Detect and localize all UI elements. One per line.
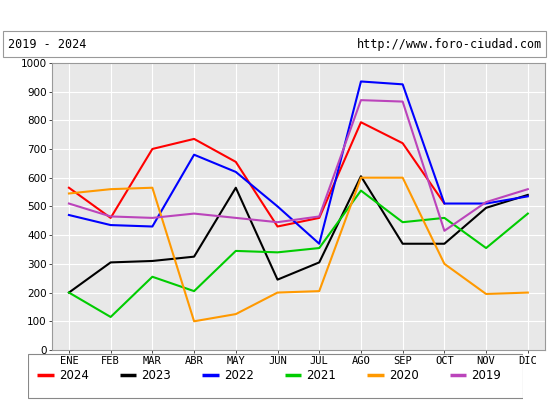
Text: Evolucion Nº Turistas Nacionales en el municipio de Feria: Evolucion Nº Turistas Nacionales en el m… <box>65 8 485 22</box>
Text: 2022: 2022 <box>224 368 254 382</box>
Text: 2024: 2024 <box>59 368 89 382</box>
Text: 2021: 2021 <box>306 368 336 382</box>
Text: http://www.foro-ciudad.com: http://www.foro-ciudad.com <box>356 38 542 51</box>
Text: 2019 - 2024: 2019 - 2024 <box>8 38 87 51</box>
Text: 2020: 2020 <box>389 368 419 382</box>
Text: 2019: 2019 <box>471 368 501 382</box>
Text: 2023: 2023 <box>141 368 171 382</box>
